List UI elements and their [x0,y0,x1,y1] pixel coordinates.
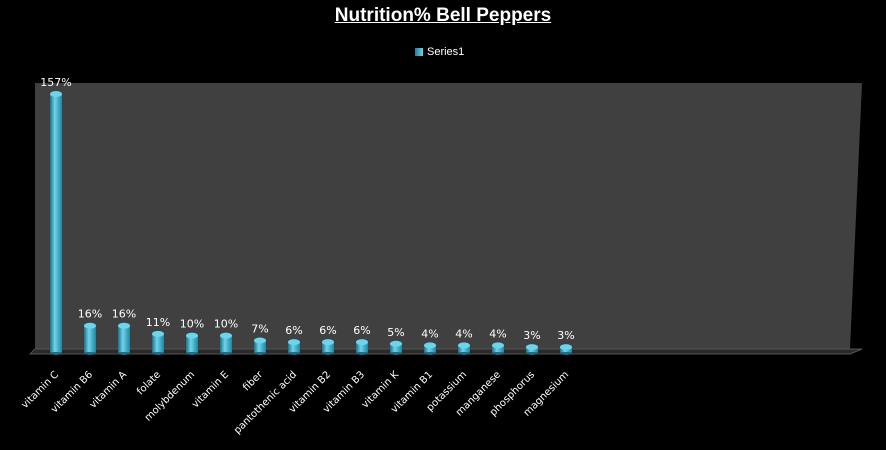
x-tick-label: fiber [241,369,266,394]
bar-top [254,337,266,344]
bar-body [118,325,130,352]
bar-2 [84,322,96,355]
data-label: 7% [251,322,268,335]
bar-13 [458,342,470,355]
bar-body [492,345,504,352]
bar-body [458,345,470,352]
bar-body [254,340,266,352]
chart-floor [28,348,863,355]
bar-top [526,344,538,351]
legend-swatch [415,48,423,56]
data-label: 11% [146,316,170,329]
data-label: 4% [489,327,506,340]
data-label: 4% [455,327,472,340]
bar-15 [526,344,538,355]
bar-top [356,339,368,346]
bar-top [390,340,402,347]
bar-4 [152,330,164,355]
chart-title: Nutrition% Bell Peppers [334,5,552,26]
bar-14 [492,342,504,355]
bar-12 [424,342,436,355]
bar-body [288,342,300,352]
bar-top [288,339,300,346]
bar-10 [356,339,368,355]
bar-top [492,342,504,349]
legend: Series1 [415,46,464,58]
bar-top [220,332,232,339]
bar-5 [186,332,198,355]
bar-6 [220,332,232,355]
bar-top [118,322,130,329]
data-label: 6% [319,324,336,337]
bar-8 [288,339,300,355]
back-wall [35,83,862,349]
data-label: 16% [78,308,102,321]
bar-top [84,322,96,329]
data-label: 5% [387,326,404,339]
bar-top [424,342,436,349]
x-tick-label: vitamin A [88,369,130,411]
bar-body [390,343,402,352]
bar-16 [560,344,572,355]
plot-background [28,83,863,355]
x-tick-label: vitamin E [190,369,231,410]
bar-top [152,330,164,337]
bar-7 [254,337,266,355]
data-label: 16% [112,308,136,321]
data-label: 3% [523,329,540,342]
data-label: 10% [180,318,204,331]
bar-body [50,94,62,352]
data-label: 4% [421,327,438,340]
data-label: 10% [214,318,238,331]
bar-top [322,339,334,346]
bar-top [560,344,572,351]
x-tick-label: pantothenic acid [232,369,299,436]
bars [50,91,572,355]
bar-top [458,342,470,349]
data-label: 3% [557,329,574,342]
data-label: 157% [40,76,71,89]
data-label: 6% [353,324,370,337]
data-labels: 157% 16% 16% 11% 10% 10% 7% 6% 6% 6% 5% 4% 4% 4% 3% 3% [40,76,574,342]
bar-body [424,345,436,352]
bar-3 [118,322,130,355]
bar-body [152,333,164,352]
bar-top [186,332,198,339]
data-label: 6% [285,324,302,337]
bar-body [220,335,232,352]
bar-1 [50,91,62,355]
bar-body [84,325,96,352]
bar-9 [322,339,334,355]
legend-label: Series1 [427,46,465,58]
bar-body [356,342,368,352]
x-tick-label: folate [135,369,163,397]
bar-body [322,342,334,352]
bar-top [50,91,62,97]
bar-11 [390,340,402,355]
bar-body [186,335,198,352]
